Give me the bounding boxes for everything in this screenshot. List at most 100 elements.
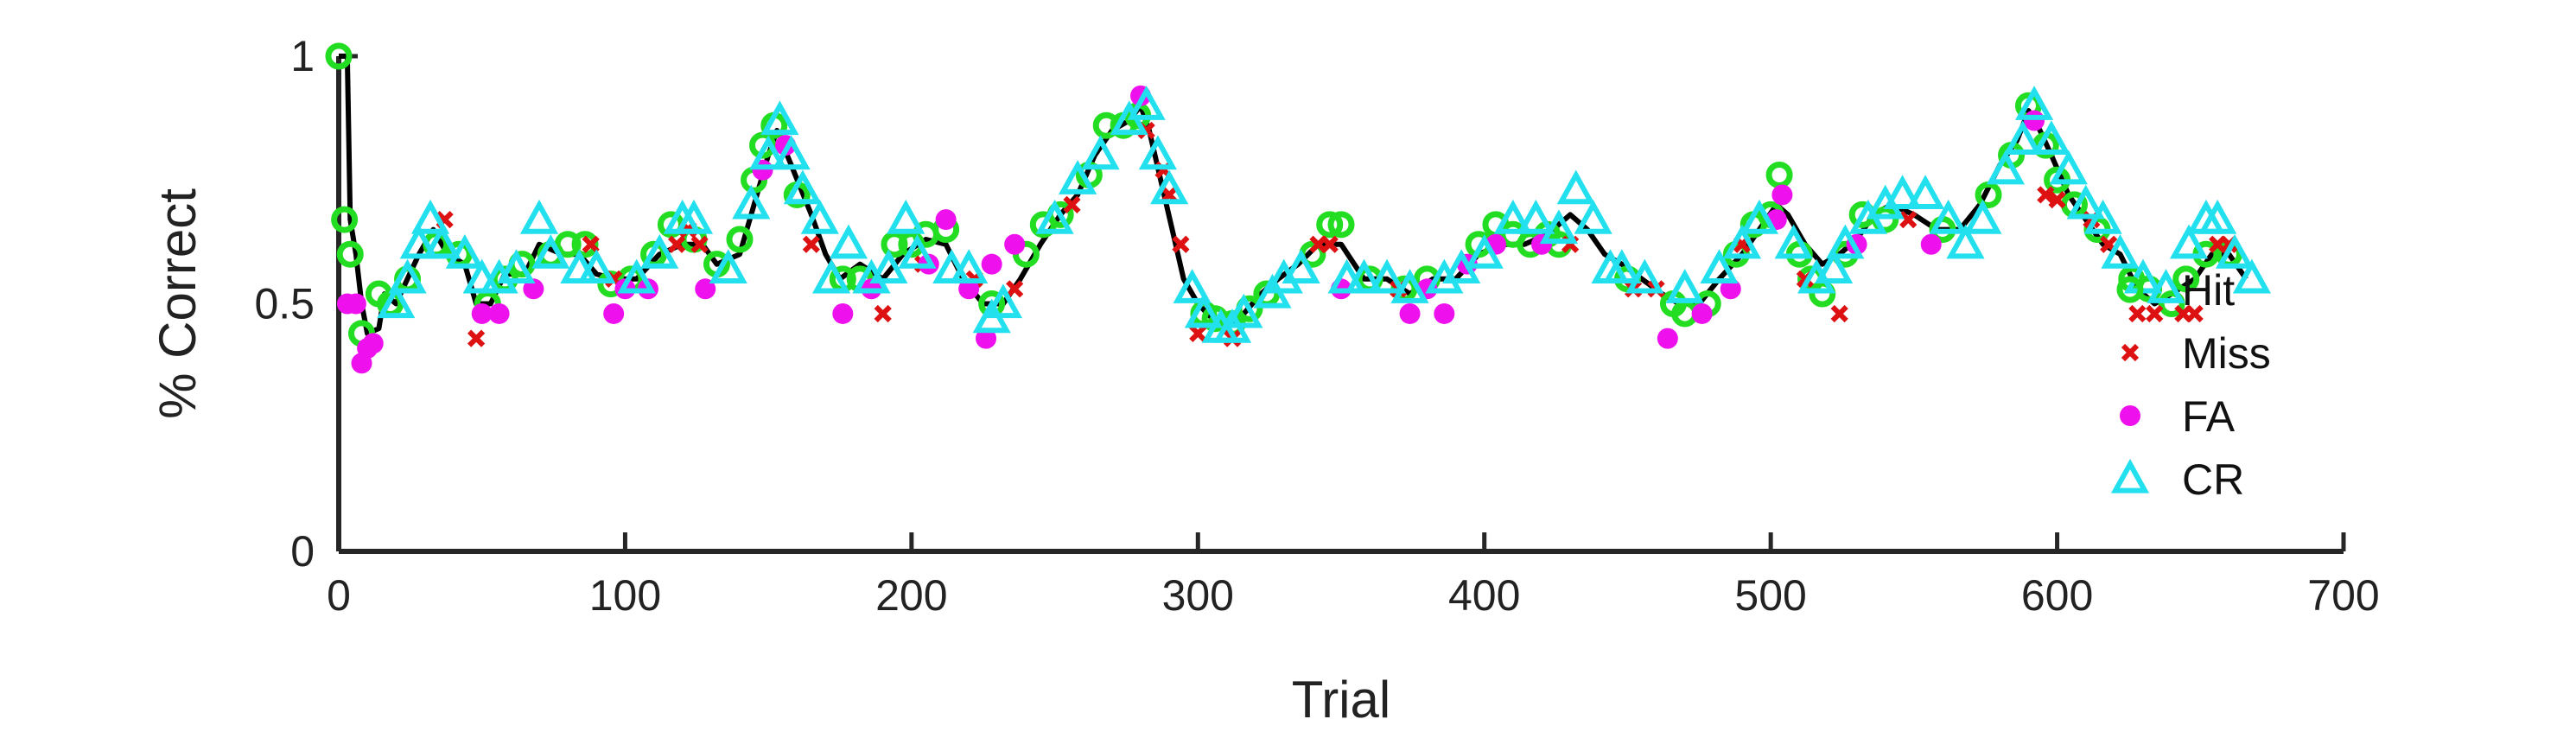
cr-point (640, 234, 679, 269)
cr-point (410, 199, 450, 234)
legend-marker-fa (2120, 405, 2140, 426)
cr-point (1883, 175, 1922, 210)
cr-point (783, 169, 823, 205)
cr-point (811, 258, 851, 294)
cr-point (1138, 135, 1177, 170)
fa-point (695, 278, 716, 300)
fa-point (345, 293, 366, 315)
fa-point (1434, 302, 1455, 324)
cr-point (887, 199, 925, 234)
fa-point (471, 302, 493, 324)
fa-point (603, 302, 625, 324)
cr-point (1081, 135, 1120, 170)
hit-point (726, 226, 754, 253)
fa-point (488, 302, 510, 324)
legend-marker-cr (2110, 458, 2150, 493)
cr-point (732, 184, 771, 220)
cr-point (1517, 199, 1555, 234)
miss-point (1172, 235, 1190, 253)
hit-point (554, 231, 582, 258)
fa-point (981, 253, 1002, 275)
miss-point (2146, 304, 2164, 323)
legend-marker-hit (2116, 276, 2144, 303)
fa-point (1657, 328, 1678, 349)
cr-point (1282, 249, 1320, 283)
cr-point (950, 249, 989, 283)
cr-point (2014, 86, 2054, 120)
miss-point (1006, 280, 1024, 298)
axes: 0 100 200 300 400 500 600 700 0 0.5 1 Trial % Correc… (149, 32, 2380, 729)
cr-point (577, 249, 616, 283)
cr-point (1797, 258, 1836, 294)
hit-point (336, 240, 364, 268)
cr-point (2101, 234, 2140, 269)
cr-point (772, 135, 811, 170)
x-tick-label: 700 (2307, 571, 2379, 620)
y-tick-label: 0 (290, 527, 315, 576)
fa-point (958, 278, 980, 300)
cr-point (1367, 258, 1407, 294)
cr-point (749, 135, 788, 170)
cr-point (1665, 269, 1704, 303)
x-tick-label: 0 (327, 571, 351, 620)
cr-point (399, 224, 438, 259)
hit-point (2172, 265, 2200, 293)
cr-point (898, 234, 937, 269)
cr-point (1826, 224, 1865, 259)
cr-point (1700, 249, 1739, 283)
cr-point (1493, 199, 1532, 234)
hit-point (1765, 162, 1793, 189)
cr-point (800, 199, 839, 234)
cr-point (760, 100, 799, 136)
x-tick-label: 200 (875, 571, 947, 620)
y-tick-label: 1 (290, 32, 315, 80)
miss-point (690, 235, 709, 253)
cr-point (1173, 269, 1212, 303)
cr-point (1866, 184, 1905, 220)
fa-point (832, 302, 854, 324)
cr-point (2003, 120, 2042, 156)
legend-marker-miss (2121, 343, 2140, 362)
fa-point (523, 278, 544, 300)
y-axis-title: % Correct (149, 188, 207, 419)
cr-point (1539, 209, 1578, 245)
x-tick-label: 600 (2021, 571, 2093, 620)
cr-point (519, 199, 559, 234)
cr-point (1722, 224, 1762, 259)
cr-point (1465, 234, 1504, 269)
cr-point (1963, 199, 2002, 234)
fa-point (1691, 302, 1713, 324)
y-tick-label: 0.5 (254, 280, 315, 328)
cr-point (2049, 150, 2088, 185)
cr-point (674, 199, 714, 234)
cr-point (423, 224, 461, 259)
miss-point (667, 235, 686, 253)
cr-point (2083, 199, 2122, 234)
legend-label-cr: CR (2182, 455, 2244, 504)
hit-point (325, 42, 353, 70)
cr-point (709, 249, 747, 283)
miss-point (1063, 195, 1081, 214)
fa-point (1720, 278, 1741, 300)
fa-point (976, 328, 997, 349)
fa-point (1399, 302, 1421, 324)
x-tick-label: 300 (1162, 571, 1234, 620)
hit-point (571, 231, 599, 258)
miss-point (1189, 324, 1207, 343)
cr-point (829, 224, 868, 259)
cr-point (1264, 258, 1303, 294)
cr-point (617, 258, 656, 294)
markers-layer (325, 42, 2272, 374)
hit-point (881, 231, 908, 258)
legend: Hit Miss FA CR (2110, 266, 2271, 504)
cr-point (1906, 175, 1945, 210)
cr-point (1127, 86, 1166, 120)
cr-point (1425, 258, 1464, 294)
hit-point (331, 206, 359, 233)
fa-point (935, 209, 957, 231)
cr-point (1929, 199, 1968, 234)
cr-point (2147, 269, 2185, 303)
x-tick-label: 400 (1448, 571, 1520, 620)
cr-point (531, 234, 570, 269)
